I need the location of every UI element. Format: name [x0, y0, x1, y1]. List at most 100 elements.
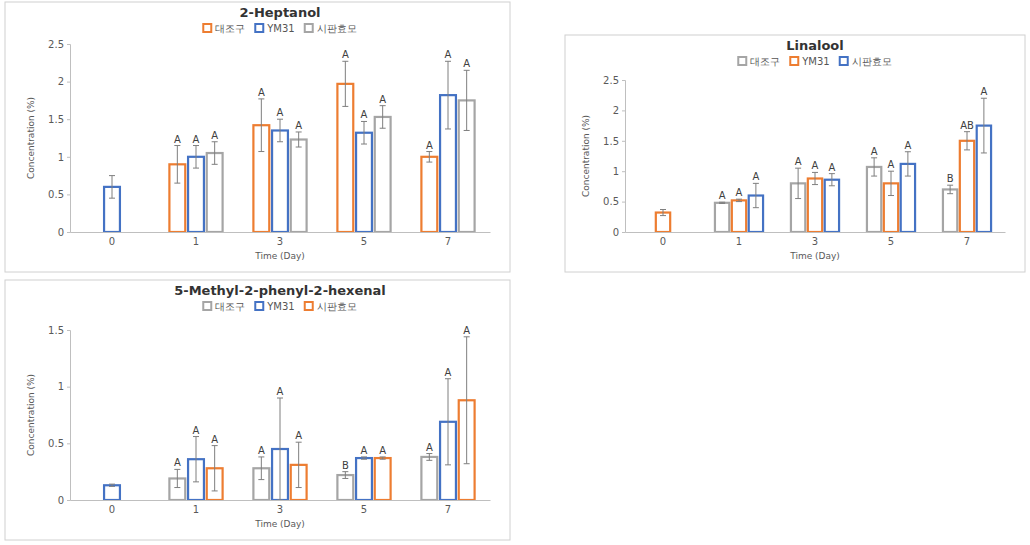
error-cap: [660, 215, 666, 216]
error-bar: [277, 119, 283, 142]
error-line: [967, 132, 968, 150]
error-cap: [888, 195, 894, 196]
error-cap: [193, 481, 199, 482]
significance-letter: A: [295, 120, 302, 131]
error-cap: [981, 98, 987, 99]
x-tick: 5: [361, 236, 367, 247]
error-line: [196, 146, 197, 169]
error-cap: [445, 61, 451, 62]
y-axis-title: Concentration (%): [26, 97, 36, 179]
error-bar: [277, 398, 283, 500]
error-cap: [109, 175, 115, 176]
error-cap: [174, 183, 180, 184]
y-tick: 1: [58, 152, 70, 163]
error-line: [214, 446, 215, 491]
error-cap: [795, 168, 801, 169]
panel-frame: [5, 280, 510, 540]
legend-item: 대조구: [738, 56, 780, 67]
error-bar: [464, 337, 470, 464]
error-cap: [464, 463, 470, 464]
chart-title: Linalool: [786, 38, 844, 53]
y-tick-mark: [622, 141, 625, 142]
x-tick: 0: [109, 504, 115, 515]
error-line: [298, 132, 299, 147]
y-tick: 0.5: [48, 438, 70, 449]
legend-item: 시판효모: [840, 56, 892, 67]
error-cap: [361, 121, 367, 122]
error-line: [429, 454, 430, 461]
error-cap: [753, 183, 759, 184]
significance-letter: A: [211, 130, 218, 141]
error-cap: [174, 469, 180, 470]
panel-frame: [5, 2, 510, 272]
y-tick: 0: [58, 495, 70, 506]
error-cap: [445, 128, 451, 129]
legend-item: YM31: [255, 301, 294, 312]
x-tick: 1: [193, 236, 199, 247]
legend: 대조구 YM31 시판효모: [738, 56, 891, 67]
error-line: [364, 121, 365, 144]
error-cap: [445, 464, 451, 465]
bar: [375, 117, 391, 232]
x-axis-title: Time (Day): [254, 519, 305, 529]
significance-letter: A: [812, 160, 819, 171]
error-line: [891, 171, 892, 195]
y-tick-label: 0.5: [48, 189, 64, 200]
y-tick-mark: [67, 387, 70, 388]
legend: 대조구YM31시판효모: [203, 23, 356, 34]
y-tick-label: 2: [58, 76, 64, 87]
error-line: [429, 152, 430, 163]
y-tick-label: 2.5: [603, 75, 619, 86]
y-tick-mark: [67, 330, 70, 331]
x-axis: 01357: [626, 233, 1006, 248]
error-cap: [193, 145, 199, 146]
error-cap: [193, 436, 199, 437]
legend-swatch: [305, 24, 313, 32]
error-line: [112, 176, 113, 199]
y-tick-mark: [622, 110, 625, 111]
y-tick-label: 1.5: [48, 325, 64, 336]
error-bar: [829, 174, 835, 186]
annotations: AAAAAAAAAAAA: [174, 49, 470, 150]
error-line: [261, 457, 262, 480]
chart-title: 5-Methyl-2-phenyl-2-hexenal: [174, 283, 386, 298]
legend-label: YM31: [801, 56, 829, 67]
y-tick-label: 2.5: [48, 39, 64, 50]
error-bar: [109, 484, 115, 486]
chart-title: 2-Heptanol: [239, 5, 320, 20]
error-cap: [829, 185, 835, 186]
legend: 대조구 YM31 시판효모: [203, 301, 356, 312]
error-line: [345, 61, 346, 106]
error-cap: [426, 162, 432, 163]
significance-letter: A: [258, 87, 265, 98]
error-bar: [888, 171, 894, 195]
error-bar: [342, 472, 348, 479]
error-bar: [342, 61, 348, 106]
y-tick-mark: [67, 443, 70, 444]
x-axis-title: Time (Day): [789, 251, 840, 261]
x-tick-label: 3: [277, 236, 283, 247]
y-tick: 1.5: [603, 136, 625, 147]
y-axis: 00.511.5: [48, 325, 70, 506]
panel: 2-Heptanol대조구YM31시판효모00.511.522.501357Ti…: [5, 2, 510, 272]
y-tick: 2: [613, 105, 625, 116]
error-cap: [109, 484, 115, 485]
error-cap: [829, 173, 835, 174]
error-cap: [212, 445, 218, 446]
error-cap: [981, 152, 987, 153]
error-cap: [258, 98, 264, 99]
error-line: [214, 142, 215, 165]
significance-letter: A: [342, 49, 349, 60]
error-cap: [660, 209, 666, 210]
bar: [656, 213, 670, 232]
significance-letter: A: [904, 140, 911, 151]
y-tick-mark: [67, 232, 70, 233]
error-line: [177, 469, 178, 487]
y-tick: 2: [58, 76, 70, 87]
legend-label: 시판효모: [317, 301, 357, 312]
legend-item: 대조구: [203, 301, 245, 312]
error-cap: [342, 478, 348, 479]
error-line: [466, 337, 467, 464]
y-tick: 1: [613, 166, 625, 177]
error-cap: [174, 487, 180, 488]
